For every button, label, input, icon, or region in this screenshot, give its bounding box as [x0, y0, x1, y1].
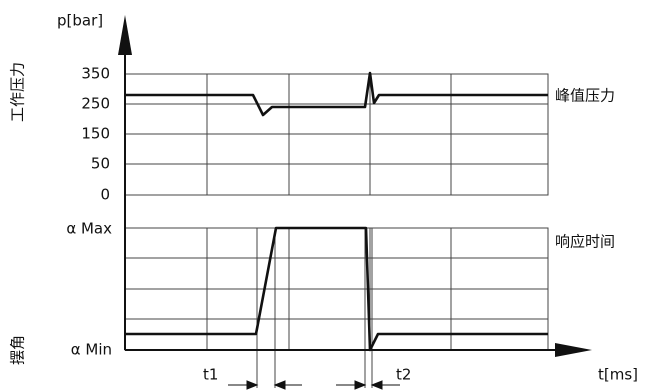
arrow-head — [354, 380, 367, 390]
curve-label: 峰值压力 — [555, 87, 615, 105]
side-label: 工作压力 — [9, 62, 27, 122]
tick-label: 250 — [81, 95, 110, 113]
marker-label: t1 — [203, 366, 218, 384]
x-axis-label: t[ms] — [598, 366, 638, 384]
side-label: 摆角 — [9, 335, 27, 365]
arrow-head — [246, 380, 259, 390]
marker-arrows — [228, 380, 400, 390]
tick-label: 0 — [100, 186, 110, 204]
x-axis-arrow — [555, 343, 592, 357]
angle-curve — [125, 226, 548, 352]
tick-label: α Min — [71, 341, 112, 359]
arrow-head — [370, 380, 383, 390]
arrow-head — [273, 380, 286, 390]
tick-label: 350 — [81, 65, 110, 83]
tick-label: 150 — [81, 125, 110, 143]
tick-label: 50 — [91, 155, 110, 173]
top-grid — [124, 73, 549, 196]
pressure-curve — [125, 71, 548, 117]
tick-label: α Max — [66, 220, 112, 238]
curve-label: 响应时间 — [555, 233, 615, 251]
y-axis-label: p[bar] — [57, 12, 103, 30]
tick-labels: 350 250 150 50 0 — [81, 65, 110, 204]
marker-label: t2 — [396, 366, 411, 384]
y-axis-arrow — [118, 15, 132, 55]
bottom-grid — [124, 227, 549, 388]
